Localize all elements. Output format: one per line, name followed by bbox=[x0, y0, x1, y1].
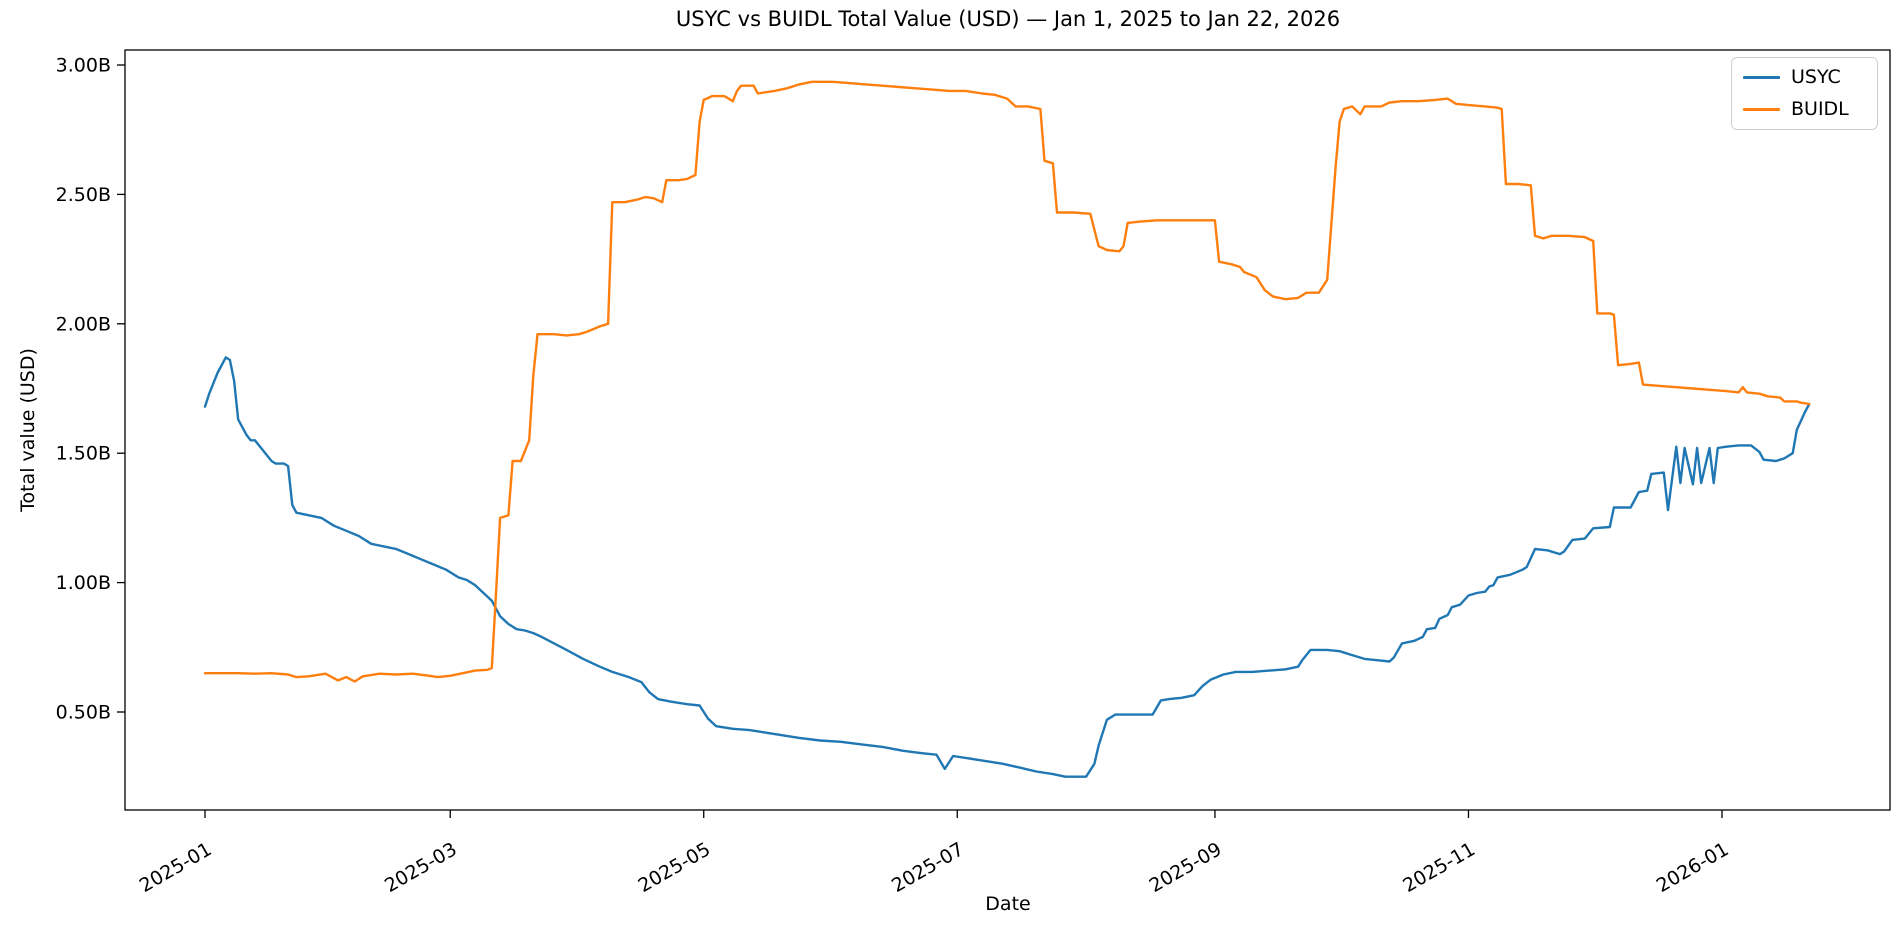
y-tick-label: 1.50B bbox=[56, 443, 111, 465]
buidl-line bbox=[203, 80, 1811, 683]
y-tick-label: 1.00B bbox=[56, 572, 111, 594]
y-tick-label: 2.50B bbox=[56, 184, 111, 206]
y-tick-label: 0.50B bbox=[56, 702, 111, 724]
x-tick-label: 2025-11 bbox=[1399, 838, 1479, 897]
usyc-line-swatch bbox=[1743, 75, 1780, 80]
legend-entry-buidl: BUIDL bbox=[1743, 100, 1866, 119]
legend: USYC BUIDL bbox=[1731, 57, 1878, 130]
axes-spines bbox=[124, 49, 1891, 811]
x-tick-label: 2025-09 bbox=[1146, 838, 1226, 897]
legend-entry-usyc: USYC bbox=[1743, 68, 1866, 87]
y-tick-label: 2.00B bbox=[56, 313, 111, 335]
x-axis-label: Date bbox=[985, 893, 1031, 915]
legend-label-buidl: BUIDL bbox=[1791, 98, 1849, 120]
x-tick-label: 2025-01 bbox=[136, 838, 216, 897]
y-tick-label: 3.00B bbox=[56, 55, 111, 77]
usyc-line bbox=[203, 356, 1811, 778]
x-tick-label: 2025-07 bbox=[888, 838, 968, 897]
chart-title: USYC vs BUIDL Total Value (USD) — Jan 1,… bbox=[675, 7, 1341, 31]
legend-label-usyc: USYC bbox=[1791, 66, 1841, 88]
x-tick-label: 2025-03 bbox=[381, 838, 461, 897]
buidl-line-swatch bbox=[1743, 107, 1780, 112]
x-tick-label: 2026-01 bbox=[1653, 838, 1733, 897]
x-tick-label: 2025-05 bbox=[634, 838, 714, 897]
y-axis-label: Total value (USD) bbox=[17, 348, 39, 512]
